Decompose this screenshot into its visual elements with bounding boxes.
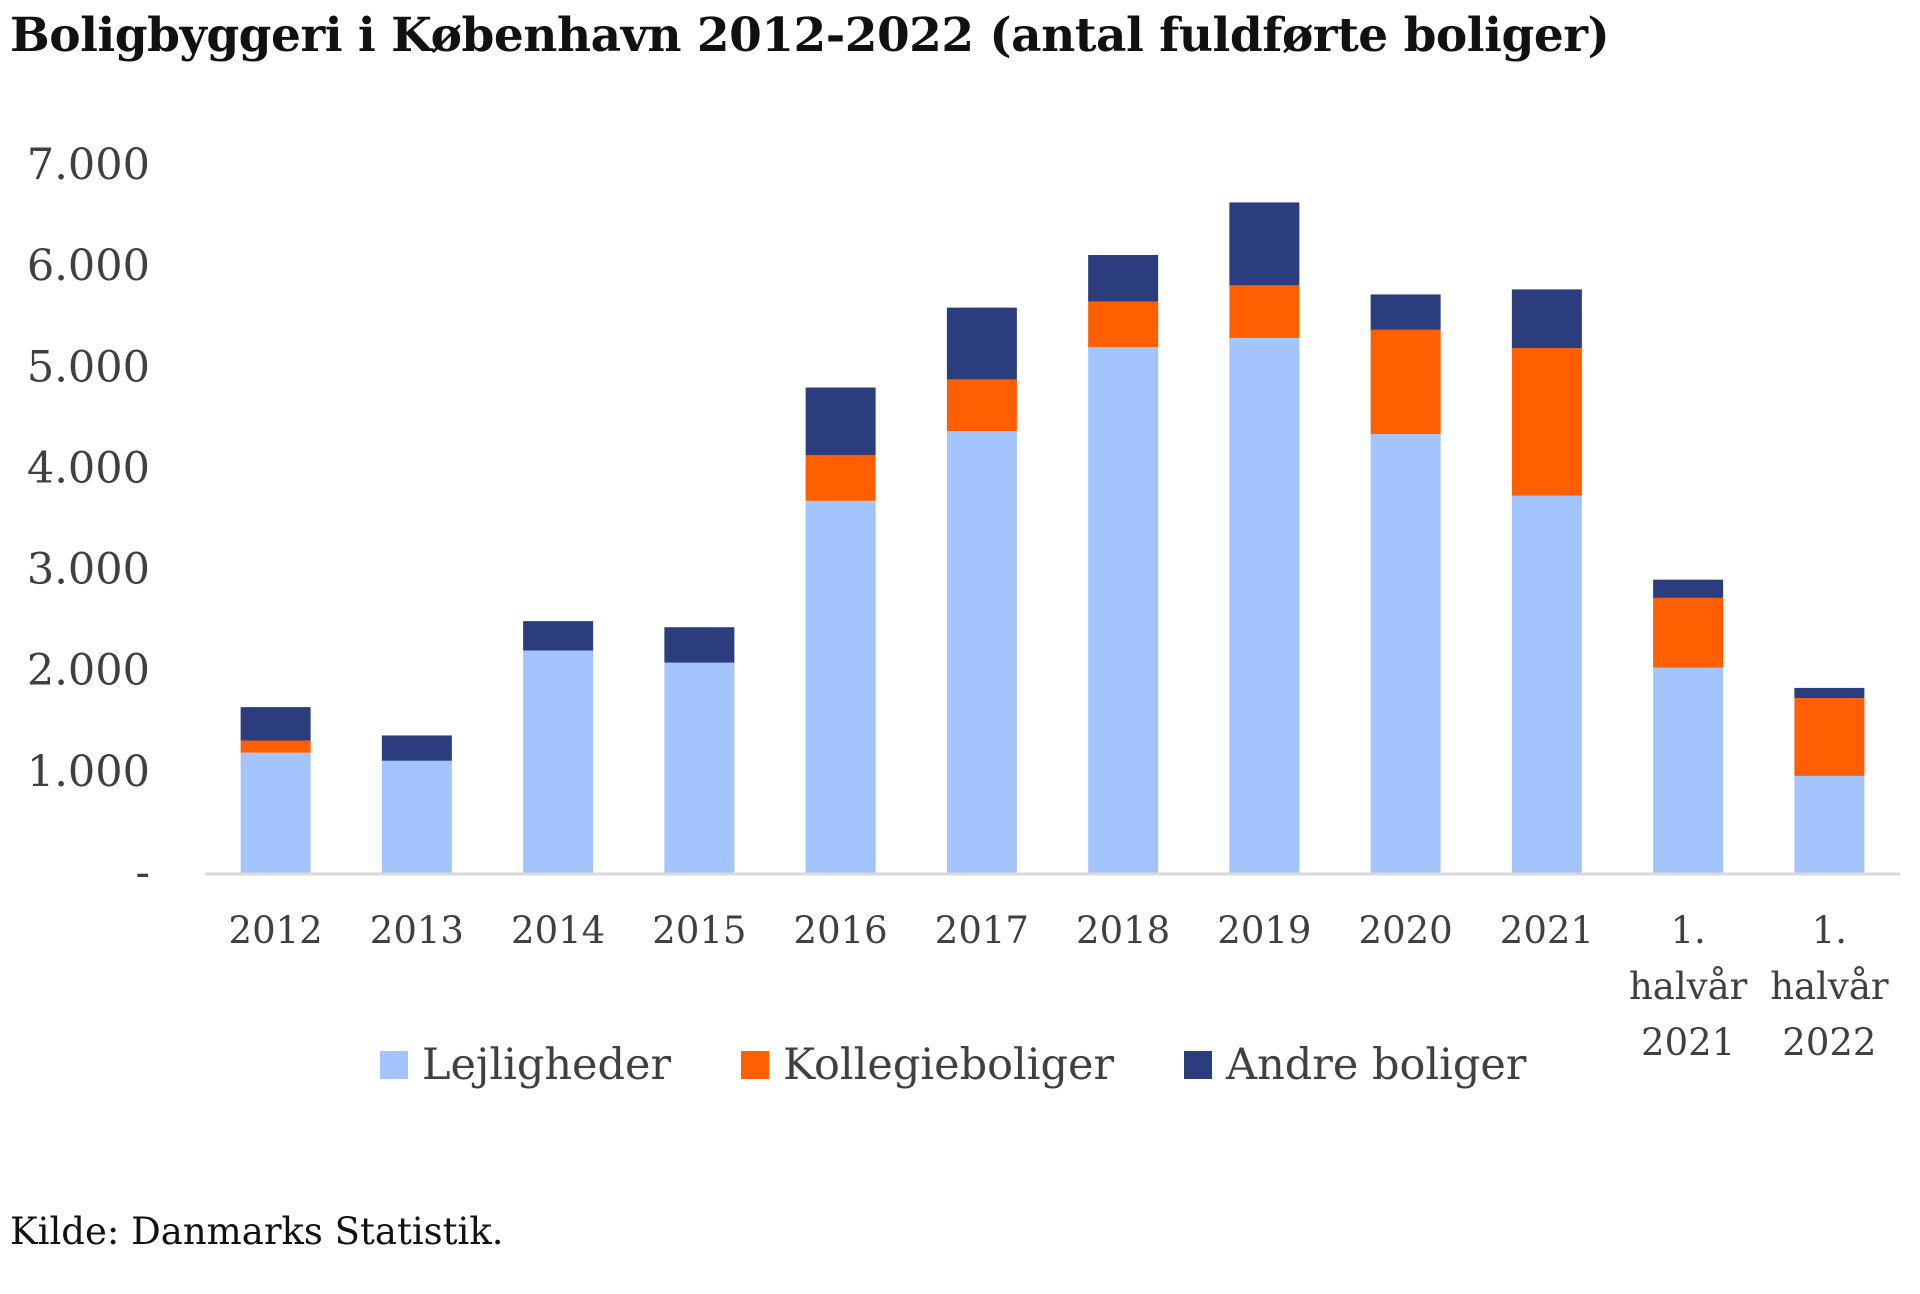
bar-segment[interactable] — [664, 662, 735, 873]
bar-segment[interactable] — [1370, 294, 1441, 330]
bar-segment[interactable] — [1653, 597, 1724, 668]
bar-segment[interactable] — [1229, 202, 1300, 286]
bar-segment[interactable] — [1370, 434, 1441, 873]
bar-segment[interactable] — [240, 740, 311, 753]
legend: Lejligheder Kollegieboliger Andre bolige… — [380, 1040, 1526, 1090]
x-tick-label: 2013 — [370, 909, 464, 952]
x-tick-label: 2021 — [1641, 1021, 1735, 1064]
bar-segment[interactable] — [946, 379, 1017, 432]
legend-label-andre-boliger: Andre boliger — [1226, 1040, 1527, 1090]
x-tick-label: 2019 — [1217, 909, 1311, 952]
x-tick-label: halvår — [1770, 965, 1889, 1008]
chart-title: Boligbyggeri i København 2012-2022 (anta… — [10, 8, 1610, 63]
y-tick-label: - — [135, 848, 150, 898]
bar-segment[interactable] — [805, 455, 876, 501]
bar-segment[interactable] — [1511, 289, 1582, 349]
x-tick-label: 2020 — [1359, 909, 1453, 952]
x-tick-label: 2015 — [652, 909, 746, 952]
bar-segment[interactable] — [1653, 579, 1724, 598]
y-tick-label: 5.000 — [27, 342, 150, 392]
y-tick-label: 4.000 — [27, 443, 150, 493]
legend-swatch-kollegieboliger — [741, 1051, 770, 1079]
bar-segment[interactable] — [1653, 667, 1724, 873]
bar-segment[interactable] — [1088, 255, 1159, 302]
bar-segment[interactable] — [1088, 347, 1159, 873]
bar-segment[interactable] — [1229, 285, 1300, 338]
legend-label-lejligheder: Lejligheder — [422, 1040, 672, 1090]
legend-item-lejligheder[interactable]: Lejligheder — [380, 1040, 671, 1090]
bar-segment[interactable] — [240, 752, 311, 873]
bar-segment[interactable] — [1370, 329, 1441, 435]
x-tick-label: 1. — [1670, 909, 1705, 952]
bar-segment[interactable] — [805, 500, 876, 873]
legend-item-andre-boliger[interactable]: Andre boliger — [1184, 1040, 1526, 1090]
bar-segment[interactable] — [1511, 495, 1582, 873]
bar-segment[interactable] — [381, 735, 452, 761]
bar-segment[interactable] — [946, 307, 1017, 380]
x-tick-label: 2014 — [511, 909, 605, 952]
source-note: Kilde: Danmarks Statistik. — [10, 1210, 504, 1253]
y-tick-label: 3.000 — [27, 545, 150, 595]
bar-segment[interactable] — [1229, 337, 1300, 873]
bar-segment[interactable] — [1794, 775, 1865, 873]
x-tick-label: 2012 — [229, 909, 323, 952]
x-tick-label: 2021 — [1500, 909, 1594, 952]
y-tick-label: 6.000 — [27, 241, 150, 291]
x-tick-label: halvår — [1629, 965, 1748, 1008]
x-tick-label: 1. — [1812, 909, 1847, 952]
bar-segment[interactable] — [1794, 687, 1865, 699]
legend-item-kollegieboliger[interactable]: Kollegieboliger — [741, 1040, 1114, 1090]
legend-swatch-andre-boliger — [1184, 1051, 1213, 1079]
bar-segment[interactable] — [946, 431, 1017, 873]
y-tick-label: 7.000 — [27, 140, 150, 190]
x-tick-label: 2022 — [1782, 1021, 1876, 1064]
bar-segment[interactable] — [523, 650, 594, 873]
y-tick-label: 2.000 — [27, 646, 150, 696]
bar-segment[interactable] — [523, 621, 594, 651]
bar-segment[interactable] — [1794, 698, 1865, 776]
bar-segment[interactable] — [381, 760, 452, 873]
bar-segment[interactable] — [1511, 348, 1582, 496]
legend-swatch-lejligheder — [380, 1051, 408, 1079]
y-tick-label: 1.000 — [27, 747, 150, 797]
bar-segment[interactable] — [240, 707, 311, 741]
legend-label-kollegieboliger: Kollegieboliger — [783, 1040, 1115, 1090]
bar-segment[interactable] — [664, 627, 735, 663]
bar-segment[interactable] — [805, 387, 876, 456]
x-tick-label: 2016 — [794, 909, 888, 952]
x-tick-label: 2018 — [1076, 909, 1170, 952]
bar-segment[interactable] — [1088, 301, 1159, 348]
x-tick-label: 2017 — [935, 909, 1029, 952]
